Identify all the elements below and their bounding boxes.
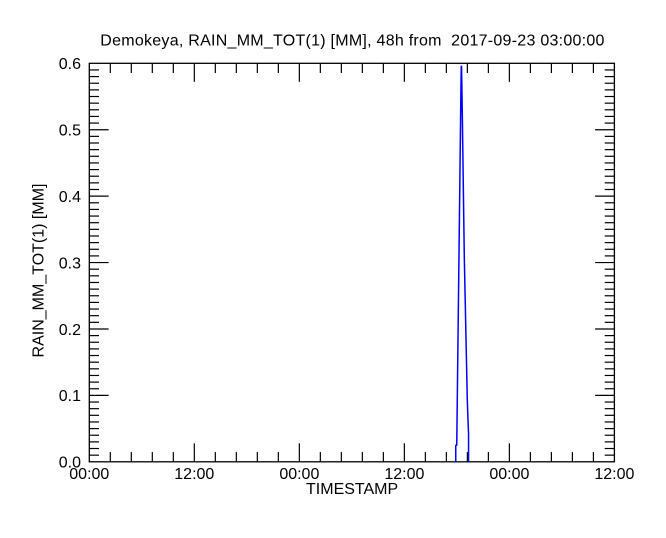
svg-text:0.2: 0.2	[59, 322, 81, 339]
svg-text:00:00: 00:00	[489, 466, 529, 483]
svg-text:12:00: 12:00	[384, 466, 424, 483]
svg-text:0.3: 0.3	[59, 255, 81, 272]
svg-text:0.5: 0.5	[59, 123, 81, 140]
svg-text:TIMESTAMP: TIMESTAMP	[306, 481, 398, 498]
svg-text:00:00: 00:00	[279, 466, 319, 483]
svg-text:12:00: 12:00	[594, 466, 634, 483]
svg-text:12:00: 12:00	[174, 466, 214, 483]
svg-text:Demokeya, RAIN_MM_TOT(1) [MM],: Demokeya, RAIN_MM_TOT(1) [MM], 48h from …	[100, 33, 604, 50]
svg-text:0.0: 0.0	[59, 455, 81, 472]
svg-text:00:00: 00:00	[69, 466, 109, 483]
svg-text:0.6: 0.6	[59, 56, 81, 73]
svg-text:0.1: 0.1	[59, 388, 81, 405]
svg-text:RAIN_MM_TOT(1) [MM]: RAIN_MM_TOT(1) [MM]	[31, 184, 48, 358]
svg-text:0.4: 0.4	[59, 189, 81, 206]
